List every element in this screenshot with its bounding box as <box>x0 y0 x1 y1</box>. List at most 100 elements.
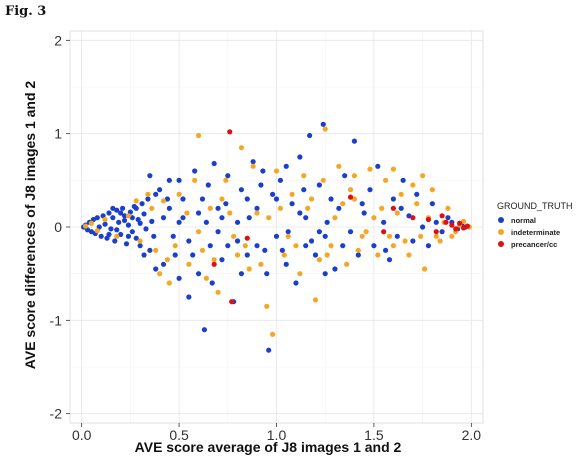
data-point-normal <box>285 229 291 235</box>
data-point-indeterminate <box>264 303 270 309</box>
data-point-normal <box>129 215 135 221</box>
data-point-precancer-cc <box>464 223 471 229</box>
data-point-normal <box>283 163 289 169</box>
data-point-normal <box>195 210 202 216</box>
data-point-indeterminate <box>184 210 190 216</box>
data-point-indeterminate <box>281 252 287 258</box>
data-point-normal <box>219 215 225 221</box>
data-point-indeterminate <box>312 297 319 303</box>
data-point-normal <box>324 219 330 225</box>
data-point-indeterminate <box>402 238 408 244</box>
data-point-normal <box>207 243 213 249</box>
data-point-normal <box>394 233 400 239</box>
data-point-normal <box>250 159 256 165</box>
data-point-normal <box>108 226 114 232</box>
data-point-normal <box>406 213 412 219</box>
data-point-precancer-cc <box>425 216 432 223</box>
data-point-indeterminate <box>145 191 151 197</box>
data-point-normal <box>119 205 126 211</box>
data-point-indeterminate <box>429 187 435 193</box>
data-point-normal <box>301 187 307 193</box>
data-point-indeterminate <box>223 177 229 183</box>
data-point-normal <box>225 173 231 179</box>
data-point-indeterminate <box>394 210 400 216</box>
data-point-normal <box>121 217 128 224</box>
data-point-indeterminate <box>390 166 396 172</box>
data-point-normal <box>121 213 128 219</box>
data-point-normal <box>98 233 104 239</box>
legend-item: precancer/cc <box>497 238 573 250</box>
data-point-normal <box>203 219 209 225</box>
data-point-indeterminate <box>375 252 381 258</box>
data-point-normal <box>307 132 313 139</box>
data-point-normal <box>303 215 309 221</box>
data-point-indeterminate <box>203 275 209 281</box>
data-point-precancer-cc <box>433 229 439 235</box>
data-point-normal <box>316 229 322 235</box>
legend-item: indeterminate <box>497 226 573 238</box>
data-point-normal <box>153 266 159 272</box>
x-tick-label: 0.0 <box>72 427 92 443</box>
data-point-normal <box>149 218 155 224</box>
data-point-indeterminate <box>398 191 404 197</box>
data-point-normal <box>332 266 338 272</box>
data-point-indeterminate <box>433 233 439 239</box>
data-point-indeterminate <box>340 201 346 207</box>
data-point-normal <box>312 252 319 258</box>
data-point-normal <box>151 233 157 239</box>
data-point-indeterminate <box>289 191 295 197</box>
data-point-normal <box>410 238 416 244</box>
data-point-normal <box>371 243 377 249</box>
data-point-normal <box>176 219 182 225</box>
data-point-normal <box>361 210 367 216</box>
data-point-normal <box>209 280 215 286</box>
data-point-normal <box>297 154 303 160</box>
data-point-normal <box>219 257 225 263</box>
y-tick-label: -1 <box>50 312 63 328</box>
data-point-normal <box>201 327 208 333</box>
data-point-normal <box>141 211 147 217</box>
data-point-indeterminate <box>344 261 350 267</box>
data-point-normal <box>322 271 328 277</box>
y-tick-label: 0 <box>54 219 62 235</box>
data-point-normal <box>166 177 172 183</box>
data-point-normal <box>116 219 122 225</box>
legend: GROUND_TRUTH normal indeterminate precance… <box>497 201 573 250</box>
data-point-indeterminate <box>359 233 365 239</box>
data-point-indeterminate <box>254 210 260 216</box>
data-point-indeterminate <box>211 257 217 263</box>
data-point-normal <box>355 252 361 258</box>
data-point-normal <box>94 215 100 221</box>
data-point-indeterminate <box>273 168 280 174</box>
data-point-indeterminate <box>328 243 334 249</box>
data-point-precancer-cc <box>453 226 459 232</box>
data-point-indeterminate <box>336 163 342 169</box>
data-point-indeterminate <box>351 173 358 179</box>
data-point-indeterminate <box>445 205 451 211</box>
data-point-normal <box>316 182 322 188</box>
data-point-normal <box>279 247 285 253</box>
data-point-normal <box>273 196 280 202</box>
data-point-indeterminate <box>195 132 202 139</box>
y-tick-label: 2 <box>54 32 62 48</box>
data-point-normal <box>254 205 260 211</box>
data-point-normal <box>176 177 182 183</box>
data-point-indeterminate <box>149 205 155 211</box>
data-point-normal <box>186 294 192 300</box>
data-point-normal <box>211 160 217 167</box>
data-point-indeterminate <box>322 126 328 132</box>
y-axis-label: AVE score differences of J8 images 1 and… <box>22 81 38 370</box>
data-point-normal <box>139 201 145 207</box>
y-tick-label: 1 <box>54 126 62 142</box>
data-point-normal <box>400 177 406 183</box>
data-point-normal <box>398 205 404 211</box>
data-point-normal <box>153 191 159 197</box>
data-point-normal <box>192 168 198 174</box>
data-point-indeterminate <box>390 243 396 249</box>
data-point-normal <box>264 271 270 277</box>
data-point-indeterminate <box>308 196 315 202</box>
data-point-indeterminate <box>242 243 248 249</box>
data-point-indeterminate <box>219 196 225 202</box>
data-point-normal <box>277 177 283 183</box>
data-point-indeterminate <box>277 205 283 211</box>
